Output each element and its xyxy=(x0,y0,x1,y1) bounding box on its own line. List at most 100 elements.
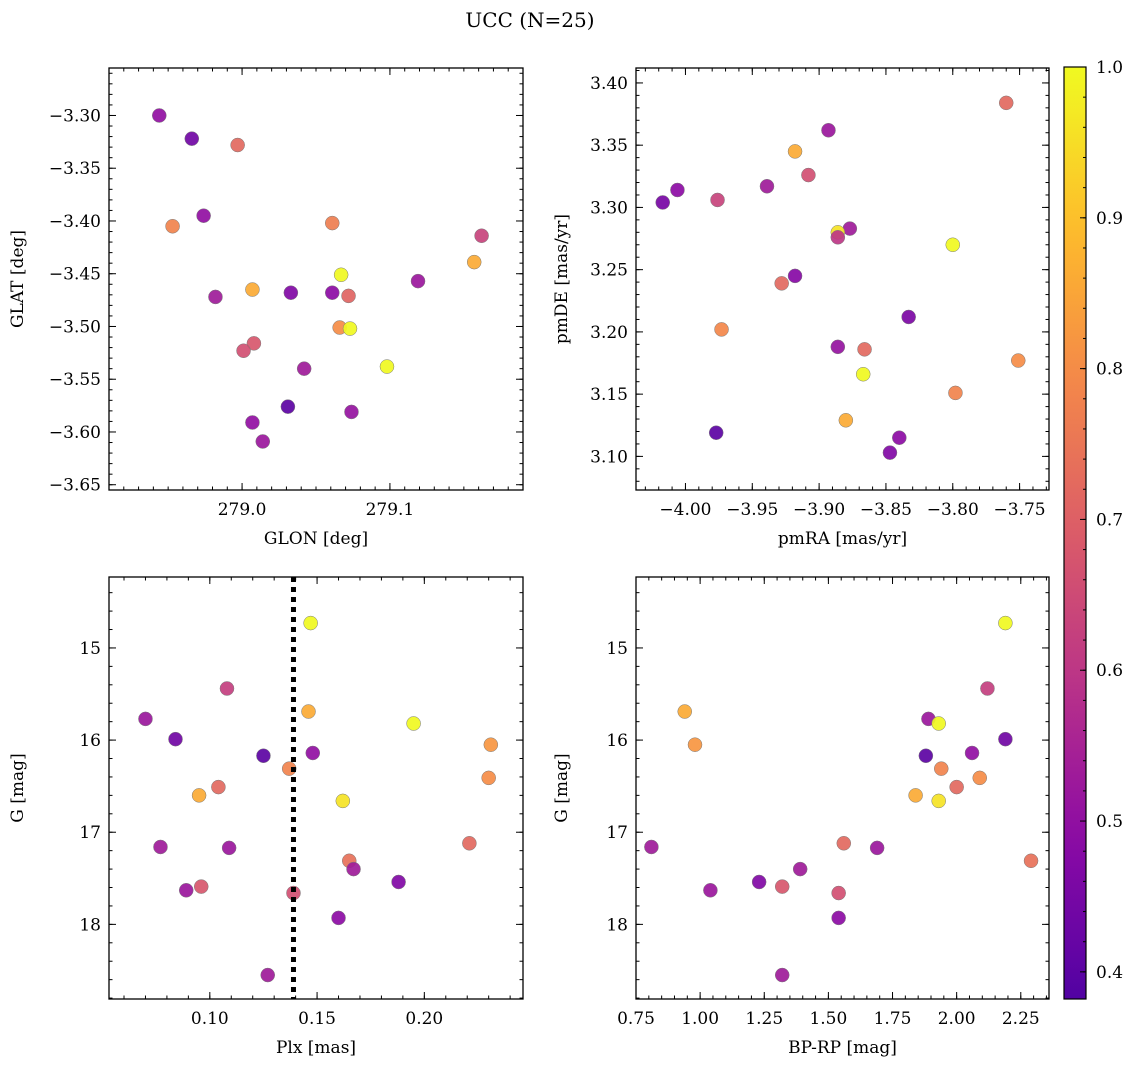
axis-ticks xyxy=(109,577,523,999)
scatter-point xyxy=(1011,353,1026,368)
scatter-point xyxy=(708,425,724,440)
scatter-point xyxy=(410,273,426,289)
x-tick-label: 0.10 xyxy=(191,1009,229,1029)
panels: 279.0 279.1 −3.30 −3.35 −3.40 −3.45 −3.50 −3.55… xyxy=(8,67,1050,1058)
scatter-point xyxy=(751,874,767,890)
y-tick-label: 17 xyxy=(79,823,101,843)
y-tick-label: 3.25 xyxy=(590,261,628,281)
scatter-point xyxy=(838,413,854,428)
scatter-point xyxy=(801,167,816,183)
scatter-point xyxy=(245,415,260,430)
scatter-point xyxy=(280,399,296,414)
scatter-point xyxy=(191,788,207,803)
scatter-point xyxy=(208,289,223,305)
scatter-point xyxy=(892,430,907,445)
x-tick-label: −3.95 xyxy=(726,500,778,520)
scatter-point xyxy=(949,779,964,795)
scatter-point xyxy=(138,711,153,727)
scatter-points xyxy=(644,615,1039,983)
scatter-point xyxy=(296,361,312,376)
y-tick-label: −3.65 xyxy=(49,476,101,496)
y-tick-label: −3.60 xyxy=(49,423,101,443)
scatter-point xyxy=(168,731,183,747)
scatter-point xyxy=(153,839,168,855)
scatter-point xyxy=(703,883,718,898)
scatter-point xyxy=(230,137,245,153)
scatter-point xyxy=(855,366,871,382)
colorbar-tick-label: 0.4 xyxy=(1096,963,1123,983)
x-tick-label: 1.75 xyxy=(874,1009,912,1029)
scatter-point xyxy=(972,770,987,786)
scatter-points xyxy=(138,615,499,983)
colorbar-tick-label: 0.6 xyxy=(1096,661,1123,681)
x-tick-label: 1.00 xyxy=(681,1009,719,1029)
scatter-point xyxy=(391,874,406,890)
scatter-point xyxy=(303,615,318,631)
scatter-point xyxy=(281,761,297,776)
scatter-point xyxy=(256,748,271,764)
scatter-point xyxy=(260,967,275,983)
scatter-point xyxy=(178,883,194,898)
scatter-point xyxy=(821,122,836,138)
colorbar-tick-label: 0.7 xyxy=(1096,510,1123,530)
scatter-point xyxy=(934,761,949,776)
scatter-point xyxy=(301,704,316,719)
y-tick-label: 3.40 xyxy=(590,74,628,94)
scatter-point xyxy=(998,95,1014,111)
scatter-point xyxy=(346,861,361,877)
axis-ticks xyxy=(635,577,1049,999)
scatter-point xyxy=(466,254,482,270)
y-axis-label: G [mag] xyxy=(8,753,28,822)
scatter-point xyxy=(406,716,421,731)
scatter-point xyxy=(948,385,963,401)
scatter-point xyxy=(331,910,346,926)
scatter-point xyxy=(787,144,803,159)
axes-frame xyxy=(108,67,524,491)
scatter-point xyxy=(333,267,349,283)
colorbar-tick-label: 1.0 xyxy=(1096,58,1123,78)
scatter-point xyxy=(831,885,846,901)
y-tick-label: −3.30 xyxy=(49,106,101,126)
scatter-point xyxy=(830,339,846,355)
y-tick-label: 18 xyxy=(606,915,628,935)
scatter-point xyxy=(980,681,995,696)
panel-3: 0.10 0.15 0.20 15 16 17 18 Plx [mas] G [mag] xyxy=(8,576,524,1058)
y-tick-label: 3.15 xyxy=(590,385,628,405)
scatter-points xyxy=(655,95,1026,460)
figure-title: UCC (N=25) xyxy=(465,8,594,32)
x-tick-label: 279.0 xyxy=(218,500,267,520)
scatter-point xyxy=(344,404,359,420)
x-axis-label: pmRA [mas/yr] xyxy=(778,529,907,549)
y-tick-label: 3.10 xyxy=(590,447,628,467)
scatter-point xyxy=(165,219,180,234)
y-axis-label: GLAT [deg] xyxy=(8,230,28,328)
scatter-point xyxy=(857,342,872,357)
scatter-point xyxy=(787,268,803,284)
scatter-point xyxy=(931,716,946,731)
y-tick-label: 17 xyxy=(606,823,628,843)
x-tick-label: 1.25 xyxy=(745,1009,783,1029)
scatter-point xyxy=(998,731,1013,747)
scatter-point xyxy=(830,230,846,245)
scatter-point xyxy=(246,336,262,351)
scatter-point xyxy=(677,704,692,719)
colorbar-tick-label: 0.9 xyxy=(1096,209,1123,229)
scatter-point xyxy=(335,793,351,809)
scatter-point xyxy=(831,910,846,926)
x-tick-label: −3.85 xyxy=(860,500,912,520)
x-tick-label: −3.80 xyxy=(927,500,979,520)
x-tick-label: −3.90 xyxy=(793,500,845,520)
scatter-point xyxy=(325,285,340,300)
y-tick-label: −3.35 xyxy=(49,159,101,179)
x-tick-label: −3.75 xyxy=(994,500,1046,520)
y-tick-label: −3.50 xyxy=(49,317,101,337)
y-axis-label: pmDE [mas/yr] xyxy=(552,214,572,344)
scatter-point xyxy=(184,131,200,146)
scatter-point xyxy=(644,839,659,855)
scatter-point xyxy=(710,192,725,208)
scatter-point xyxy=(283,285,299,300)
scatter-point xyxy=(869,840,885,856)
scatter-point xyxy=(714,322,729,337)
scatter-point xyxy=(325,215,340,231)
